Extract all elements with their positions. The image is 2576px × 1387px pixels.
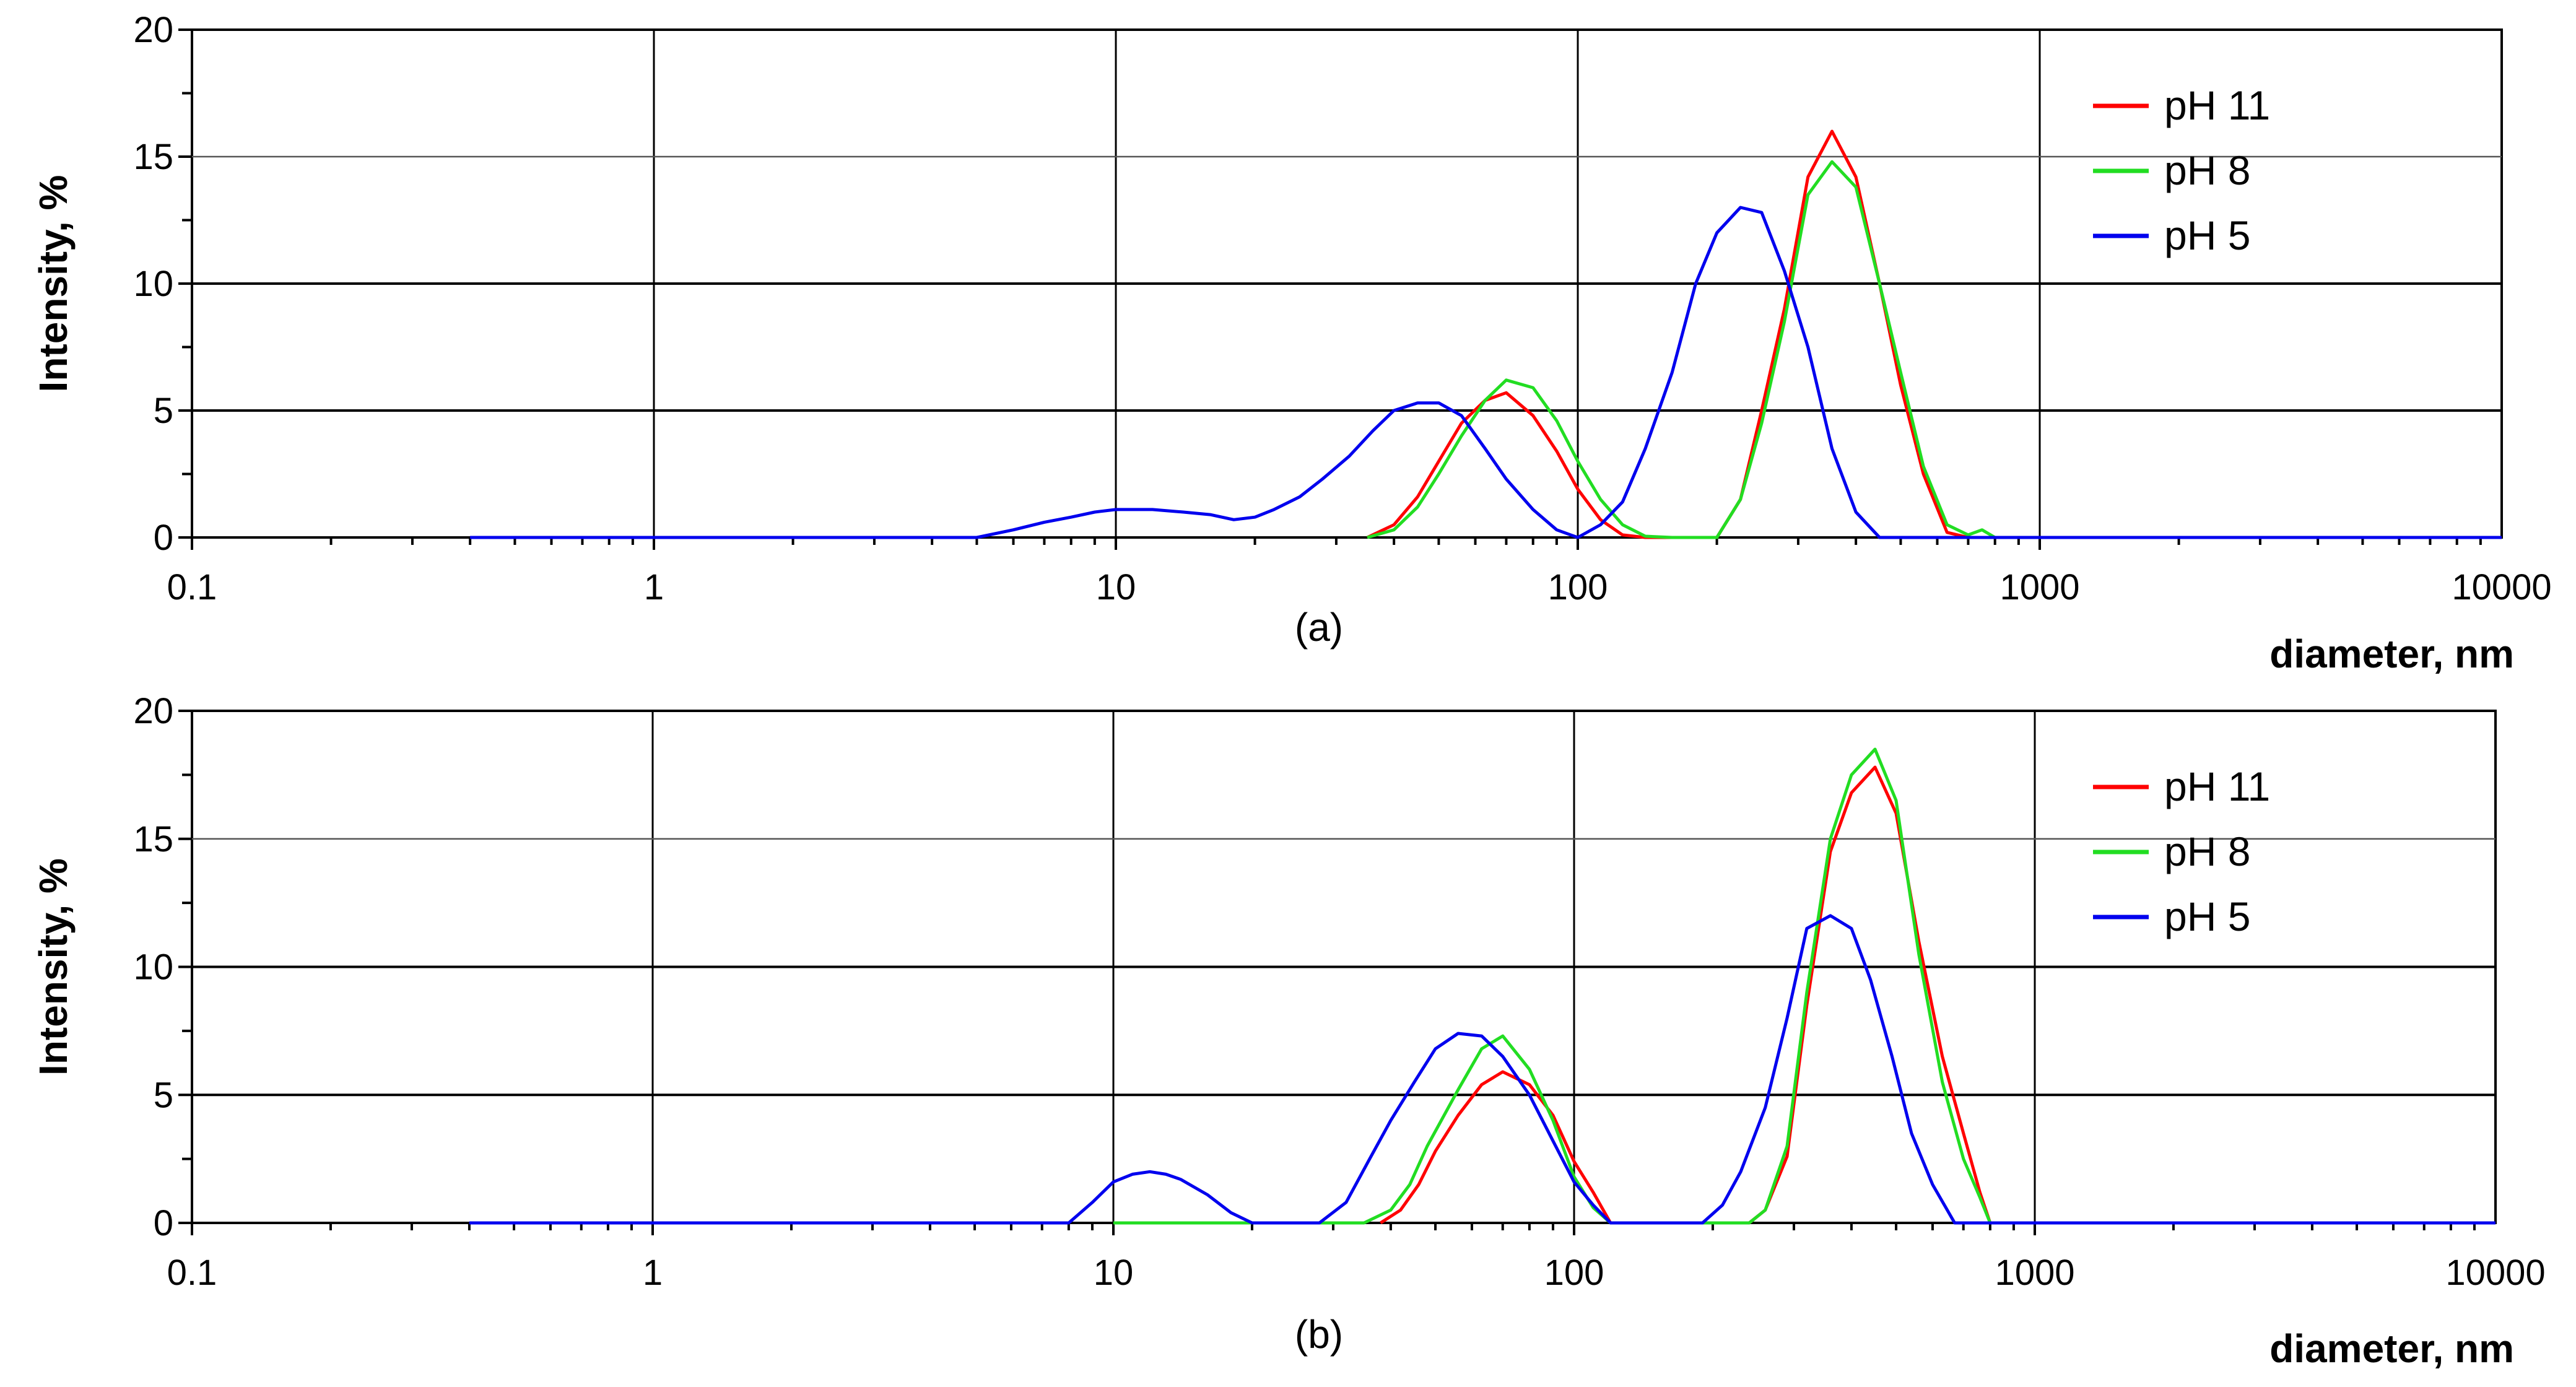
y-tick-label: 10	[133, 947, 173, 988]
y-tick-label: 20	[133, 691, 173, 731]
x-tick-label: 1000	[1999, 567, 2079, 607]
y-axis-label: Intensity, %	[31, 858, 76, 1076]
legend-label: pH 8	[2164, 147, 2250, 193]
x-tick-label: 100	[1548, 567, 1608, 607]
panel-label: (a)	[1295, 605, 1343, 650]
y-tick-label: 15	[133, 819, 173, 859]
x-tick-label: 1	[644, 567, 664, 607]
y-tick-label: 0	[154, 1203, 173, 1243]
series-line-ph-5	[470, 206, 2502, 539]
y-tick-label: 10	[133, 264, 173, 304]
panel-label: (b)	[1295, 1312, 1343, 1357]
x-tick-label: 100	[1544, 1253, 1604, 1293]
chart-panel-b: 0 5 10 15 20 0.1 1 10 100 1000 10000 Intensity, % di…	[31, 691, 2546, 1371]
legend-label: pH 11	[2164, 763, 2270, 809]
legend-label: pH 11	[2164, 82, 2270, 128]
series-line-ph-5	[469, 914, 2496, 1225]
x-tick-label: 0.1	[167, 567, 217, 607]
legend-label: pH 5	[2164, 212, 2250, 258]
y-tick-label: 5	[154, 391, 173, 431]
y-tick-label: 20	[133, 10, 173, 50]
x-tick-label: 10000	[2445, 1253, 2545, 1293]
y-tick-label: 0	[154, 518, 173, 558]
x-tick-label: 10000	[2452, 567, 2551, 607]
x-axis-label: diameter, nm	[2269, 1326, 2514, 1371]
legend-label: pH 5	[2164, 894, 2250, 939]
x-tick-label: 10	[1094, 1253, 1134, 1293]
y-tick-label: 5	[154, 1075, 173, 1115]
y-axis-label: Intensity, %	[31, 175, 76, 393]
y-tick-label: 15	[133, 137, 173, 177]
x-tick-label: 0.1	[167, 1253, 217, 1293]
x-tick-label: 1000	[1995, 1253, 2074, 1293]
x-tick-label: 1	[643, 1253, 663, 1293]
x-tick-label: 10	[1096, 567, 1136, 607]
legend-label: pH 8	[2164, 828, 2250, 874]
chart-panel-a: 0 5 10 15 20 0.1 1 10 100 1000 10000 Intensity, % di…	[31, 10, 2552, 676]
x-axis-label: diameter, nm	[2269, 632, 2514, 676]
series-line-ph-8	[1367, 160, 1996, 539]
